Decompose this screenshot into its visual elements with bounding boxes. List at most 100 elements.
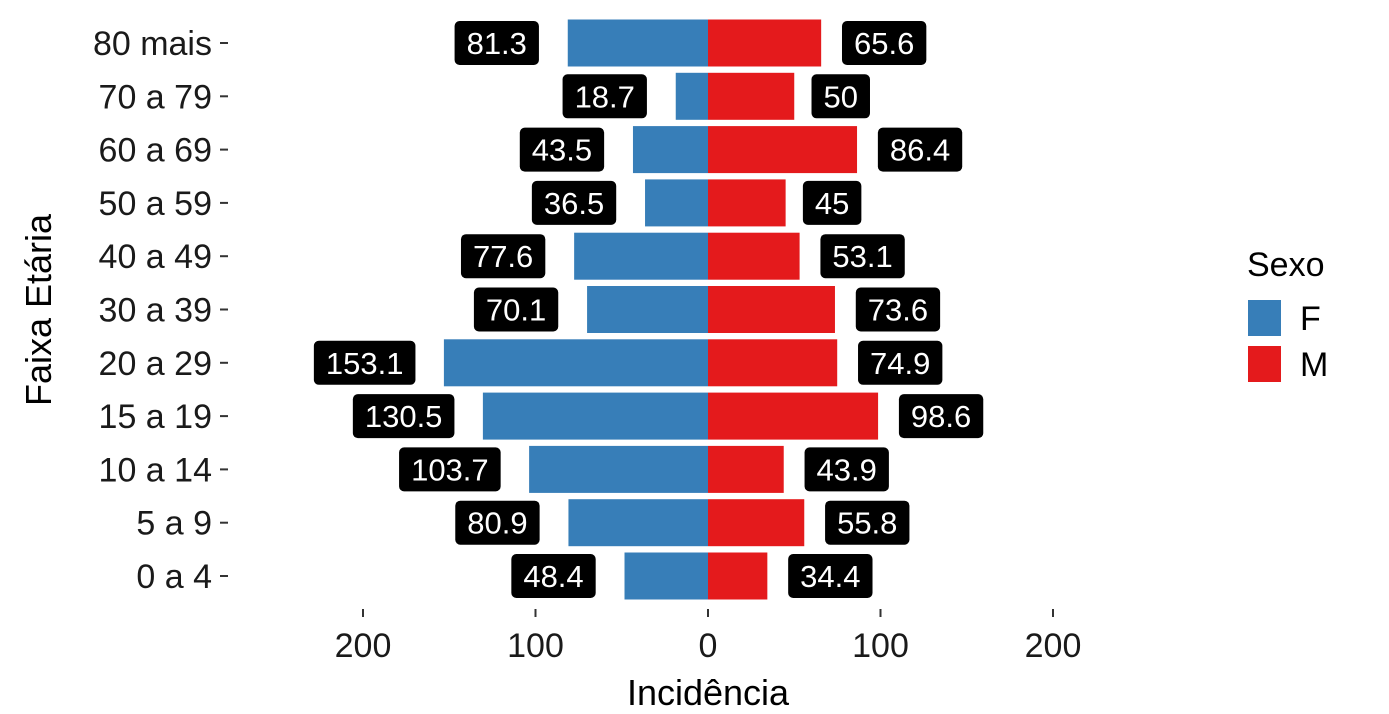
bar-f-1	[568, 499, 708, 547]
y-tick-label-2: 10 a 14	[99, 451, 212, 489]
x-tick-label-0: 200	[335, 627, 392, 665]
bar-m-9	[708, 72, 795, 120]
label-m-2: 43.9	[817, 452, 877, 487]
bar-m-4	[708, 339, 838, 387]
label-f-1: 80.9	[467, 506, 527, 541]
label-f-4-box	[313, 340, 416, 385]
bar-m-1	[708, 499, 805, 547]
label-m-0-box	[788, 554, 873, 598]
legend-label-m: M	[1300, 346, 1328, 384]
label-f-1-group: 80.9	[455, 500, 540, 545]
label-m-4: 74.9	[870, 346, 930, 381]
label-f-0-box	[511, 554, 596, 598]
label-m-9: 50	[824, 79, 858, 114]
bar-m-10	[708, 19, 822, 67]
label-f-0: 48.4	[523, 559, 583, 594]
bar-f-10	[567, 19, 708, 67]
x-tick-label-2: 0	[699, 627, 718, 665]
label-m-3-group: 98.6	[898, 394, 984, 439]
label-m-5-group: 73.6	[855, 287, 941, 332]
label-m-7-box	[802, 180, 862, 225]
legend-title: Sexo	[1247, 246, 1325, 284]
y-axis: 0 a 4 5 a 9 10 a 14 15 a 19 20 a 29 30 a 39 40…	[93, 25, 228, 596]
label-f-7-box	[531, 180, 617, 225]
label-m-5-box	[855, 287, 941, 332]
y-tick-label-8: 60 a 69	[99, 132, 212, 170]
bar-m-6	[708, 232, 800, 280]
label-f-8: 43.5	[532, 133, 592, 168]
label-m-4-group: 74.9	[858, 340, 943, 385]
y-tick-label-7: 50 a 59	[99, 185, 212, 223]
y-tick-label-3: 15 a 19	[99, 398, 212, 436]
label-m-6-box	[820, 234, 905, 279]
label-f-7-group: 36.5	[531, 180, 617, 225]
label-f-5: 70.1	[486, 293, 546, 328]
bar-f-3	[482, 392, 708, 440]
label-m-8: 86.4	[890, 133, 950, 168]
label-m-0: 34.4	[800, 559, 860, 594]
label-f-7: 36.5	[544, 186, 604, 221]
label-m-10-group: 65.6	[841, 21, 927, 65]
bar-f-0	[624, 552, 708, 600]
label-f-4: 153.1	[326, 346, 404, 381]
x-tick-label-3: 100	[852, 627, 909, 665]
label-f-4-group: 153.1	[313, 340, 416, 385]
label-m-7-group: 45	[802, 180, 862, 225]
data-labels-layer: 48.4 34.4 80.9 55.8 103.7 43.9 130.5 98.6 153.1 7…	[313, 21, 984, 598]
x-tick-label-4: 200	[1025, 627, 1082, 665]
bar-m-5	[708, 286, 835, 333]
label-m-2-box	[804, 447, 889, 492]
bar-f-4	[443, 339, 708, 387]
y-tick-label-10: 80 mais	[93, 25, 212, 63]
y-tick-label-4: 20 a 29	[99, 345, 212, 383]
x-tick-label-1: 100	[507, 627, 564, 665]
label-m-10-box	[841, 21, 927, 65]
y-tick-label-0: 0 a 4	[136, 558, 212, 596]
label-m-4-box	[858, 340, 943, 385]
x-axis-title: Incidência	[627, 672, 790, 713]
y-tick-label-1: 5 a 9	[136, 505, 212, 543]
label-m-6-group: 53.1	[820, 234, 905, 279]
bar-m-0	[708, 552, 768, 600]
label-f-9-box	[562, 74, 647, 119]
label-f-3-box	[352, 394, 455, 439]
x-axis: 200 100 0 100 200	[335, 609, 1082, 665]
y-axis-title-group: Faixa Etária	[18, 213, 59, 406]
label-m-0-group: 34.4	[788, 554, 873, 598]
label-m-8-group: 86.4	[877, 127, 963, 172]
label-m-3: 98.6	[911, 399, 971, 434]
label-f-6-group: 77.6	[460, 234, 546, 279]
label-f-5-box	[473, 287, 559, 332]
label-m-2-group: 43.9	[804, 447, 889, 492]
label-m-9-group: 50	[811, 74, 870, 119]
bar-f-5	[587, 286, 708, 333]
y-tick-label-6: 40 a 49	[99, 238, 212, 276]
y-tick-label-9: 70 a 79	[99, 78, 212, 116]
label-m-3-box	[898, 394, 984, 439]
label-m-1: 55.8	[837, 506, 897, 541]
label-f-10-group: 81.3	[454, 21, 539, 65]
label-f-3: 130.5	[365, 399, 443, 434]
label-m-1-group: 55.8	[825, 500, 910, 545]
y-tick-label-5: 30 a 39	[99, 292, 212, 330]
label-f-10: 81.3	[467, 26, 527, 61]
label-f-8-box	[519, 127, 605, 172]
label-m-9-box	[811, 74, 870, 119]
bar-m-7	[708, 179, 786, 227]
label-f-2-box	[399, 447, 501, 492]
label-m-5: 73.6	[868, 293, 928, 328]
bars-layer	[443, 19, 879, 600]
label-m-8-box	[877, 127, 963, 172]
label-f-6-box	[460, 234, 546, 279]
bar-m-8	[708, 126, 858, 174]
legend-key-m	[1248, 346, 1281, 382]
bar-m-2	[708, 445, 784, 493]
label-f-6: 77.6	[473, 239, 533, 274]
bar-f-7	[645, 179, 708, 227]
label-f-9: 18.7	[575, 79, 635, 114]
label-m-6: 53.1	[832, 239, 892, 274]
label-f-0-group: 48.4	[511, 554, 596, 598]
label-m-1-box	[825, 500, 910, 545]
label-f-8-group: 43.5	[519, 127, 605, 172]
